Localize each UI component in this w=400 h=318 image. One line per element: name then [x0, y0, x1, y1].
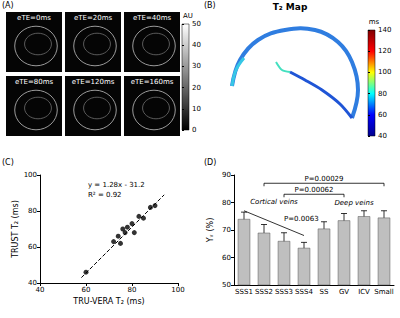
svg-text:T₂ Map: T₂ Map [273, 2, 308, 12]
svg-text:P=0.00062: P=0.00062 [294, 186, 333, 194]
svg-text:60: 60 [82, 286, 91, 294]
svg-text:(C): (C) [2, 158, 14, 167]
svg-text:eTE=20ms: eTE=20ms [74, 14, 113, 22]
svg-text:Yᵥ (%): Yᵥ (%) [206, 218, 215, 244]
svg-text:60: 60 [378, 111, 387, 119]
svg-text:R² = 0.92: R² = 0.92 [88, 191, 122, 199]
svg-text:eTE=160ms: eTE=160ms [131, 78, 174, 86]
svg-text:140: 140 [378, 26, 391, 34]
svg-text:SSS2: SSS2 [255, 288, 273, 296]
svg-text:ICV: ICV [358, 288, 370, 296]
svg-text:SSS4: SSS4 [295, 288, 313, 296]
svg-text:40: 40 [378, 132, 387, 140]
svg-text:AU: AU [183, 12, 193, 20]
svg-text:20: 20 [192, 84, 201, 92]
svg-text:ms: ms [369, 18, 380, 26]
svg-text:(A): (A) [2, 1, 14, 10]
svg-text:80: 80 [378, 90, 387, 98]
svg-text:40: 40 [192, 41, 201, 49]
svg-text:(B): (B) [204, 1, 216, 10]
svg-text:P=0.0063: P=0.0063 [284, 215, 319, 223]
svg-text:eTE=120ms: eTE=120ms [72, 78, 115, 86]
svg-text:100: 100 [24, 171, 37, 179]
svg-text:eTE=80ms: eTE=80ms [15, 78, 54, 86]
svg-text:P=0.00029: P=0.00029 [304, 175, 343, 183]
svg-text:Cortical veins: Cortical veins [250, 198, 298, 206]
svg-text:eTE=40ms: eTE=40ms [133, 14, 172, 22]
svg-text:SSS3: SSS3 [275, 288, 293, 296]
svg-text:90: 90 [222, 171, 231, 179]
svg-text:60: 60 [222, 254, 231, 262]
svg-text:70: 70 [222, 226, 231, 234]
svg-text:(D): (D) [204, 158, 216, 167]
svg-text:60: 60 [28, 243, 37, 251]
svg-text:0: 0 [192, 126, 196, 134]
svg-text:Small: Small [374, 288, 393, 296]
svg-text:120: 120 [378, 47, 391, 55]
svg-text:40: 40 [28, 279, 37, 287]
svg-text:100: 100 [378, 68, 391, 76]
svg-text:40: 40 [36, 286, 45, 294]
svg-text:50: 50 [192, 20, 201, 28]
svg-text:10: 10 [192, 105, 201, 113]
svg-text:eTE=0ms: eTE=0ms [17, 14, 51, 22]
svg-text:GV: GV [339, 288, 349, 296]
svg-text:TRUST T₂ (ms): TRUST T₂ (ms) [11, 200, 20, 259]
svg-text:TRU-VERA T₂ (ms): TRU-VERA T₂ (ms) [72, 297, 144, 306]
svg-text:80: 80 [28, 207, 37, 215]
svg-text:SS: SS [320, 288, 329, 296]
svg-text:SSS1: SSS1 [235, 288, 253, 296]
svg-text:50: 50 [222, 281, 231, 289]
svg-text:y = 1.28x - 31.2: y = 1.28x - 31.2 [88, 181, 145, 189]
svg-text:80: 80 [222, 199, 231, 207]
svg-text:30: 30 [192, 62, 201, 70]
svg-text:Deep veins: Deep veins [334, 199, 374, 207]
svg-text:100: 100 [171, 286, 184, 294]
svg-text:80: 80 [128, 286, 137, 294]
